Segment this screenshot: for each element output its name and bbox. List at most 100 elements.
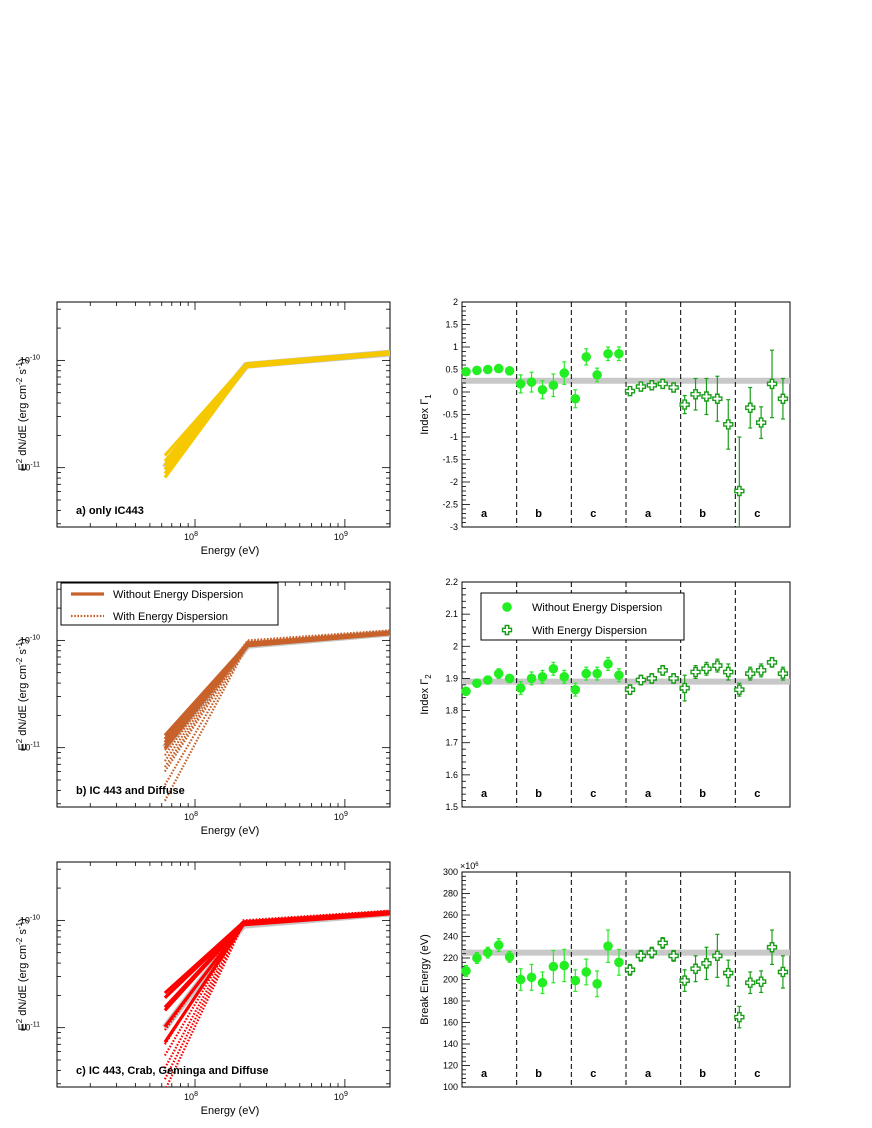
- open-cross-marker: [766, 942, 778, 953]
- group-label-b: b: [535, 508, 542, 520]
- y-title-part: dN/dE (erg cm: [17, 665, 29, 739]
- open-cross-marker: [690, 666, 701, 678]
- y-tick-label: 10-10: [20, 354, 40, 365]
- dotted-curve-1: [163, 910, 390, 1045]
- filled-marker: [559, 368, 570, 378]
- plot-area: [162, 629, 390, 802]
- open-cross-marker: [679, 399, 690, 410]
- y-title-sup: -1: [15, 362, 24, 370]
- legend-label-without: Without Energy Dispersion: [113, 589, 243, 601]
- dotted-curve-6: [163, 632, 390, 802]
- x-axis-title: Energy (eV): [201, 825, 260, 837]
- open-cross-marker: [745, 668, 756, 679]
- open-cross-marker: [734, 1011, 745, 1023]
- filled-marker: [548, 380, 559, 391]
- filled-marker: [461, 686, 471, 697]
- x-tick-exp: 9: [344, 531, 348, 538]
- y-tick-label: 1.8: [445, 706, 458, 716]
- y-axis-title: Index Γ1: [419, 394, 433, 435]
- x-tick-exp: 9: [344, 1091, 348, 1098]
- filled-marker: [548, 663, 559, 674]
- plot-frame: [56, 301, 391, 528]
- y-tick-base: 10: [20, 635, 30, 645]
- filled-marker: [472, 953, 482, 963]
- y-tick-label: 10-10: [20, 914, 40, 925]
- y-title-sup: 2: [15, 458, 24, 463]
- y-tick-base: 10: [20, 355, 30, 365]
- filled-marker: [570, 393, 581, 404]
- y-tick-exp: -10: [30, 354, 40, 361]
- filled-marker: [614, 670, 624, 681]
- y-tick-label: -2: [450, 477, 458, 487]
- y-tick-label: 280: [443, 889, 458, 899]
- y-tick-label: 120: [443, 1061, 458, 1071]
- x-tick-exp: 9: [344, 811, 348, 818]
- group-label-a: a: [645, 788, 652, 800]
- y-tick-exp: -11: [30, 742, 40, 749]
- group-label-b: b: [699, 508, 706, 520]
- y-tick-exp: -10: [30, 634, 40, 641]
- open-cross-marker: [745, 977, 756, 988]
- y-tick-label: 1.5: [445, 802, 458, 812]
- open-cross-marker: [635, 381, 647, 392]
- filled-marker: [493, 363, 504, 374]
- x-tick-base: 10: [334, 812, 344, 822]
- y-title-part: E: [17, 463, 29, 470]
- open-cross-marker: [657, 665, 668, 676]
- filled-marker: [515, 974, 526, 985]
- y-tick-label: 10-11: [20, 462, 40, 473]
- filled-marker: [603, 941, 613, 951]
- y-tick-label: 2.2: [445, 577, 458, 587]
- y-title-sub: 1: [424, 394, 433, 399]
- filled-marker: [570, 684, 581, 695]
- group-label-c: c: [590, 1068, 596, 1080]
- open-cross-marker: [690, 389, 701, 400]
- open-cross-marker: [712, 393, 723, 404]
- y-axis-title: E2 dN/dE (erg cm-2 s-1): [15, 638, 29, 750]
- y-tick-label: 180: [443, 996, 458, 1006]
- x-tick-label: 108: [184, 531, 198, 542]
- filled-marker: [504, 366, 515, 376]
- y-tick-label: 2.1: [445, 609, 458, 619]
- y-tick-label: 1.7: [445, 738, 458, 748]
- open-cross-marker: [657, 937, 668, 949]
- open-cross-marker: [668, 673, 679, 684]
- legend-label-without: Without Energy Dispersion: [532, 602, 662, 614]
- y-tick-label: -2.5: [442, 500, 458, 510]
- y-tick-label: 1: [453, 342, 458, 352]
- x-axis-title: Energy (eV): [201, 1105, 260, 1117]
- open-cross-marker: [734, 684, 745, 695]
- filled-marker: [537, 672, 548, 682]
- group-label-a: a: [645, 508, 652, 520]
- group-label-c: c: [590, 508, 596, 520]
- y-tick-label: 10-11: [20, 742, 40, 753]
- filled-marker: [526, 673, 537, 684]
- plot-area: [162, 349, 390, 479]
- y-title-sup: -2: [15, 657, 24, 665]
- filled-marker: [526, 972, 537, 983]
- group-label-a: a: [481, 508, 488, 520]
- y-tick-label: 2: [453, 641, 458, 651]
- filled-marker: [537, 384, 548, 395]
- open-cross-marker: [723, 419, 734, 430]
- y-tick-label: 0: [453, 387, 458, 397]
- open-cross-marker: [755, 976, 767, 987]
- open-cross-marker: [745, 402, 756, 413]
- y-tick-base: 10: [20, 915, 30, 925]
- group-label-c: c: [754, 788, 760, 800]
- dotted-curve-5: [165, 912, 390, 1087]
- y-title-part: ): [17, 918, 29, 922]
- open-cross-marker: [690, 963, 701, 974]
- y-title-part: s: [17, 929, 29, 938]
- group-label-a: a: [481, 1068, 488, 1080]
- legend: Without Energy Dispersion With Energy Dis…: [60, 582, 279, 626]
- filled-marker: [592, 370, 602, 380]
- open-cross-marker: [755, 417, 767, 428]
- y-tick-label: 1.9: [445, 673, 458, 683]
- y-tick-label: 160: [443, 1018, 458, 1028]
- y-tick-base: 10: [20, 1023, 30, 1033]
- open-cross-marker: [712, 660, 723, 671]
